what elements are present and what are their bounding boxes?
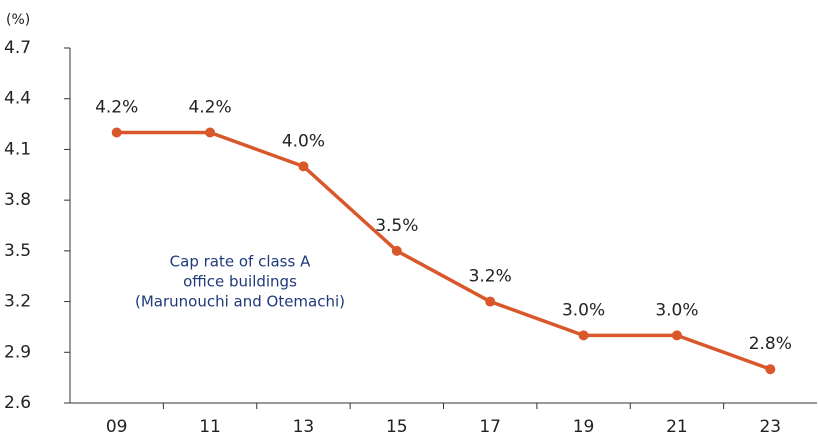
y-tick-label: 3.8 [4, 190, 31, 210]
data-point [205, 127, 216, 138]
x-tick-label: 13 [293, 417, 315, 437]
series-line [116, 130, 771, 371]
x-tick-label: 17 [479, 417, 501, 437]
y-tick-label: 4.4 [4, 89, 31, 109]
data-point [485, 296, 496, 307]
data-label: 2.8% [749, 334, 792, 354]
annotation: Cap rate of class A [170, 253, 311, 271]
data-point [391, 245, 402, 256]
data-label: 4.0% [282, 131, 325, 151]
x-tick-label: 21 [666, 417, 688, 437]
x-tick-label: 23 [759, 417, 781, 437]
data-point [298, 161, 309, 172]
y-tick-label: 3.5 [4, 241, 31, 261]
data-point [671, 330, 682, 341]
data-label: 4.2% [188, 98, 231, 118]
y-unit-label: (%) [6, 12, 30, 28]
x-tick-label: 09 [106, 417, 128, 437]
x-tick-label: 15 [386, 417, 408, 437]
data-label: 3.2% [469, 267, 512, 287]
x-tick-label: 11 [199, 417, 221, 437]
y-tick-label: 4.7 [4, 38, 31, 58]
x-tick-label: 19 [573, 417, 595, 437]
y-tick-label: 2.6 [4, 393, 31, 413]
data-point [765, 364, 776, 375]
annotation: (Marunouchi and Otemachi) [135, 293, 345, 311]
y-tick-label: 4.1 [4, 139, 31, 159]
data-label: 4.2% [95, 98, 138, 118]
data-point [578, 330, 589, 341]
data-point [111, 127, 122, 138]
y-tick-label: 3.2 [4, 292, 31, 312]
data-label: 3.5% [375, 216, 418, 236]
data-label: 3.0% [562, 300, 605, 320]
y-tick-label: 2.9 [4, 342, 31, 362]
annotation: office buildings [183, 273, 297, 291]
data-label: 3.0% [655, 300, 698, 320]
